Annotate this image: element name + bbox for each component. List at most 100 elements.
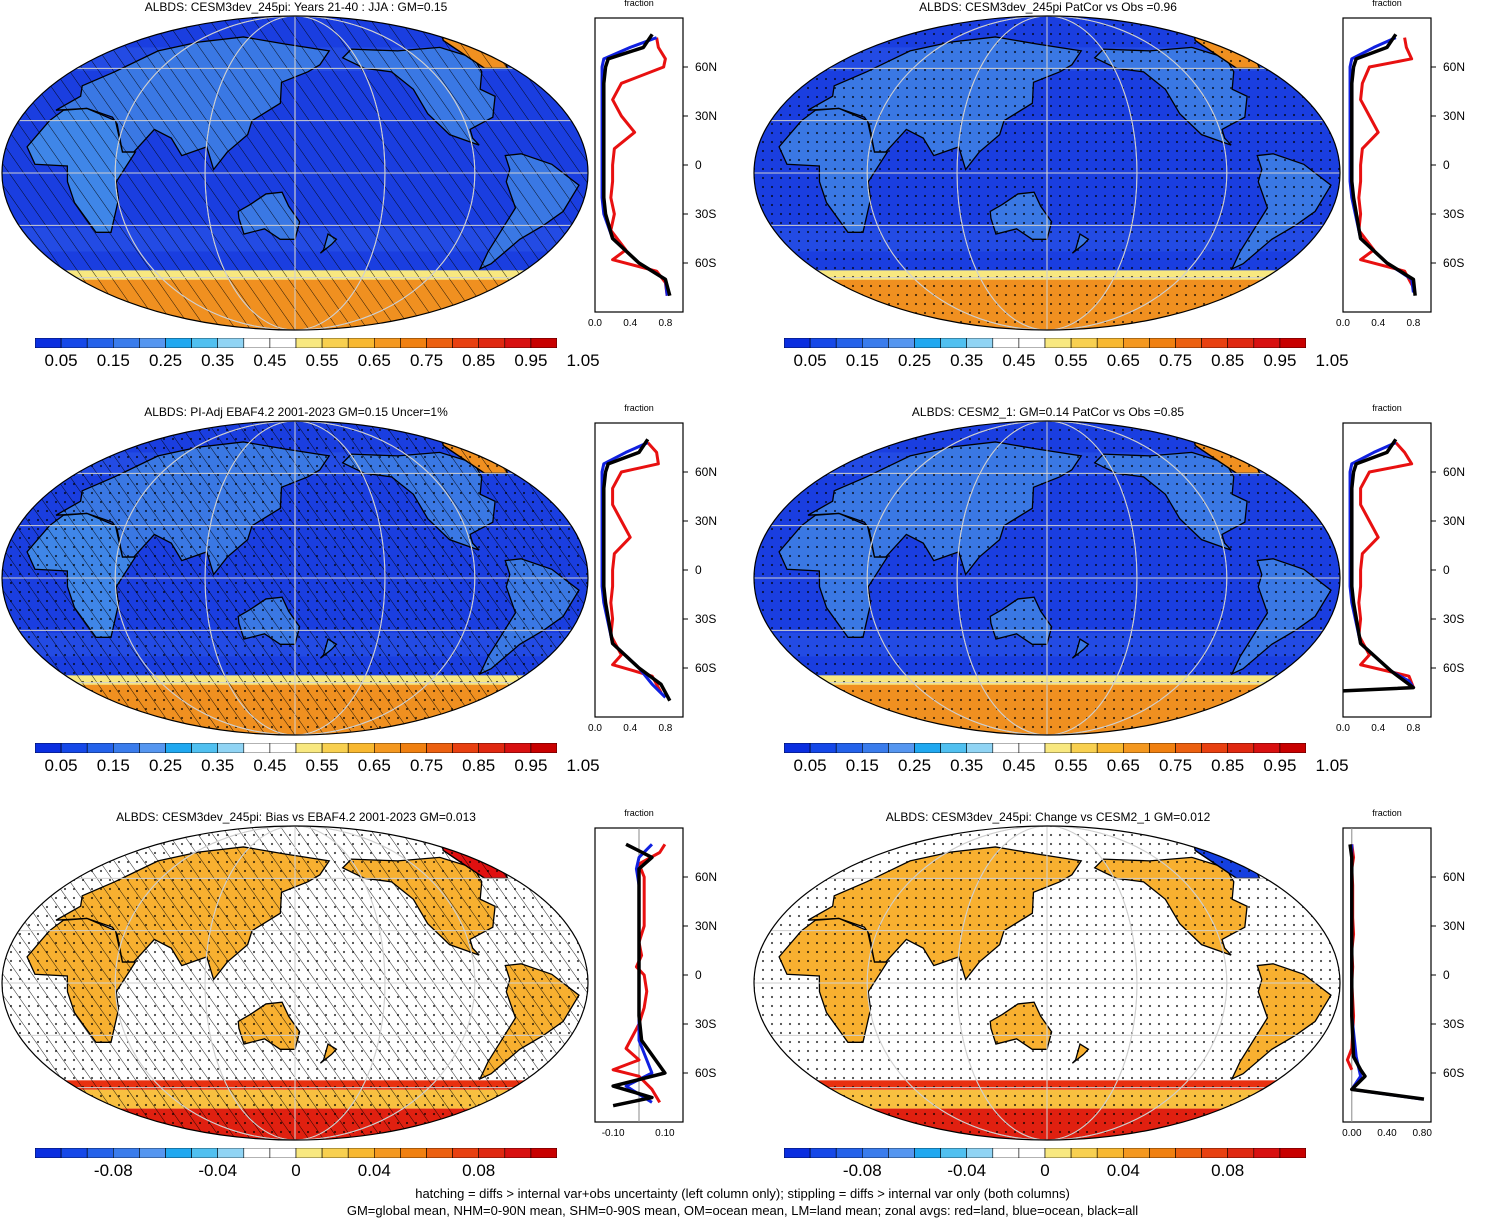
colorbar-label: 0.75	[1158, 351, 1193, 370]
colorbar-label: 0.85	[462, 756, 496, 775]
zonal-line-ocean	[1348, 441, 1415, 689]
map-field	[754, 16, 1340, 330]
colorbar-swatch	[530, 1148, 557, 1158]
colorbar-label: 0.55	[305, 351, 339, 370]
zonal-line-land	[609, 441, 663, 694]
colorbar-label: 0.35	[201, 351, 235, 370]
colorbar-swatch	[347, 338, 375, 348]
zonal-mean-plot	[1342, 827, 1436, 1123]
colorbar-label: 0.55	[1054, 351, 1088, 370]
colorbar-swatch	[862, 338, 889, 348]
colorbar-swatch	[113, 743, 140, 753]
map-field	[2, 421, 588, 735]
lat-label: 30S	[695, 1017, 717, 1031]
colorbar-swatch	[1070, 338, 1098, 348]
colorbar-swatch	[478, 338, 506, 348]
colorbar-swatch	[992, 338, 1020, 348]
colorbar-swatch	[243, 338, 271, 348]
colorbar-label: 0.25	[897, 756, 932, 775]
zonal-x-tick: 0.4	[1371, 318, 1386, 329]
lat-label: 0	[1443, 563, 1450, 577]
zonal-x-tick: 0.80	[1412, 1128, 1432, 1139]
colorbar-label: -0.04	[947, 1161, 987, 1180]
colorbar-swatch	[373, 338, 401, 348]
colorbar-swatch	[243, 743, 271, 753]
colorbar-swatch	[113, 1148, 140, 1158]
zonal-mean-plot	[1342, 422, 1436, 718]
footnote-hatching: hatching = diffs > internal var+obs unce…	[415, 1186, 1070, 1201]
colorbar-swatch	[373, 743, 401, 753]
colorbar-label: 0.95	[1263, 351, 1297, 370]
colorbar-label: 0.35	[950, 756, 984, 775]
colorbar-swatch	[966, 1148, 994, 1158]
colorbar-swatch	[1070, 1148, 1098, 1158]
colorbar-label: 1.05	[566, 351, 600, 370]
colorbar-swatch	[321, 1148, 349, 1158]
zonal-x-tick: 0.8	[658, 723, 673, 734]
colorbar-swatch	[809, 338, 837, 348]
colorbar-swatch	[1149, 1148, 1176, 1158]
colorbar-swatch	[1279, 1148, 1306, 1158]
colorbar-swatch	[400, 338, 427, 348]
colorbar-label: 0.65	[357, 351, 391, 370]
colorbar-swatch	[35, 338, 62, 348]
colorbar-swatch	[1227, 338, 1255, 348]
panel-title: ALBDS: CESM2_1: GM=0.14 PatCor vs Obs =0…	[911, 405, 1185, 419]
colorbar-swatch	[165, 338, 192, 348]
colorbar-label: 0.55	[305, 756, 339, 775]
panel-title: ALBDS: CESM3dev_245pi: Years 21-40 : JJA…	[144, 0, 448, 14]
zonal-mean-plot	[594, 422, 688, 718]
colorbar	[784, 338, 1306, 348]
colorbar-swatch	[269, 1148, 297, 1158]
lat-label: 30N	[695, 109, 718, 123]
colorbar-swatch	[1096, 743, 1124, 753]
colorbar-swatch	[400, 743, 427, 753]
colorbar-swatch	[504, 743, 532, 753]
colorbar-label: 0.45	[1002, 756, 1036, 775]
lat-label: 60S	[1443, 661, 1465, 675]
colorbar-swatch	[347, 743, 375, 753]
map-robinson	[1, 420, 589, 736]
map-robinson	[1, 825, 589, 1141]
colorbar-label: 0.45	[253, 351, 287, 370]
colorbar-labels: 0.05 0.15 0.25 0.35 0.45 0.55 0.65 0.75 0.85 0.95…	[784, 351, 1349, 373]
lat-label: 30N	[695, 514, 718, 528]
colorbar-swatch	[1253, 338, 1281, 348]
colorbar-label: 0.15	[845, 756, 879, 775]
colorbar	[35, 338, 557, 348]
lat-label: 30S	[695, 612, 717, 626]
lat-label: 0	[1443, 158, 1450, 172]
zonal-line-all	[611, 842, 667, 1108]
lat-label: 30N	[1443, 514, 1466, 528]
colorbar-swatch	[1201, 1148, 1229, 1158]
colorbar-swatch	[243, 1148, 271, 1158]
colorbar-swatch	[1175, 1148, 1202, 1158]
colorbar-swatch	[1149, 743, 1176, 753]
lat-label: 60S	[1443, 1066, 1465, 1080]
colorbar-swatch	[966, 743, 994, 753]
colorbar-swatch	[1018, 338, 1046, 348]
zonal-x-tick: 0.4	[623, 723, 638, 734]
colorbar-swatch	[1070, 743, 1098, 753]
zonal-line-ocean	[1350, 844, 1423, 1101]
colorbar-swatch	[1044, 1148, 1072, 1158]
colorbar-labels: 0.05 0.15 0.25 0.35 0.45 0.55 0.65 0.75 0.85 0.95…	[784, 756, 1349, 778]
colorbar-swatch	[35, 1148, 62, 1158]
zonal-line-all	[1348, 844, 1425, 1101]
map-robinson	[753, 420, 1341, 736]
panel-title: ALBDS: CESM3dev_245pi: Change vs CESM2_1…	[885, 810, 1211, 824]
colorbar-swatch	[478, 743, 506, 753]
colorbar-swatch	[217, 338, 245, 348]
zonal-x-tick: 0.0	[1336, 318, 1350, 329]
colorbar-label: -0.04	[198, 1161, 238, 1180]
lat-label: 30S	[695, 207, 717, 221]
colorbar-label: 0.25	[897, 351, 932, 370]
map-robinson	[753, 15, 1341, 331]
colorbar-label: -0.08	[842, 1161, 882, 1180]
colorbar-label: 1.05	[1315, 351, 1349, 370]
colorbar-label: 0.15	[845, 351, 879, 370]
colorbar-labels: -0.08 -0.04 0 0.04 0.08	[35, 1161, 557, 1183]
colorbar-swatch	[86, 338, 114, 348]
colorbar-swatch	[966, 338, 994, 348]
colorbar-label: 0.08	[462, 1161, 496, 1180]
